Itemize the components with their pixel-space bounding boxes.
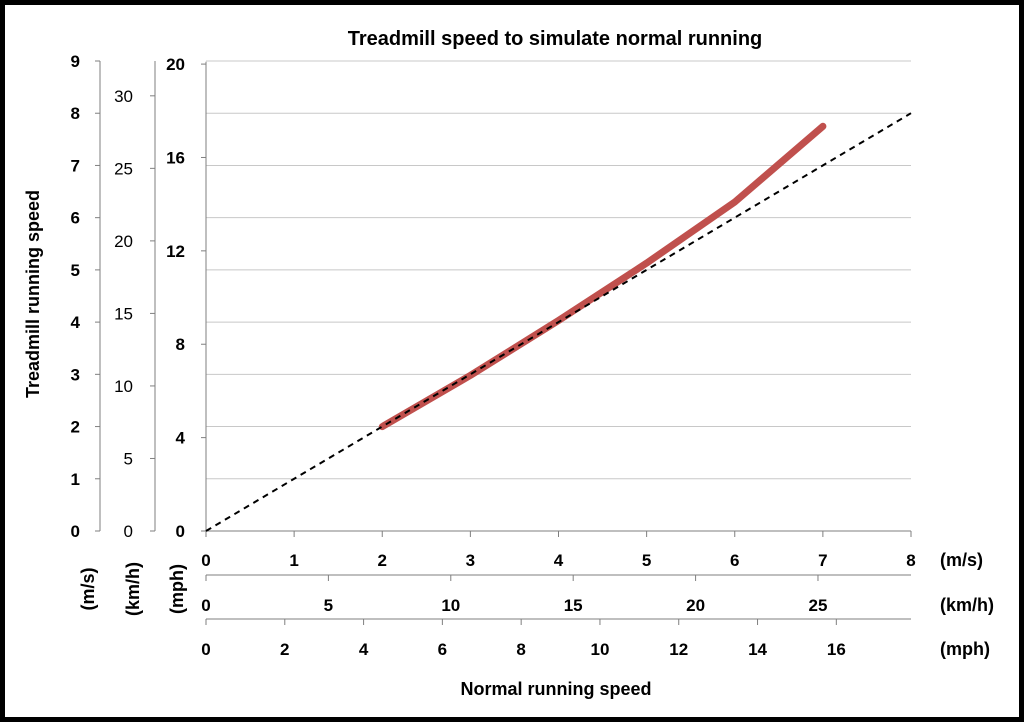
x-tick-label: 0 (201, 640, 210, 659)
x-tick-label: 16 (827, 640, 846, 659)
x-tick-label: 12 (669, 640, 688, 659)
x-tick-label: 0 (201, 596, 210, 615)
y-tick-label: 7 (71, 156, 80, 175)
y-tick-label: 30 (114, 87, 133, 106)
y-tick-label: 3 (71, 365, 80, 384)
x-tick-label: 5 (642, 551, 651, 570)
y-axis-unit: (mph) (167, 564, 187, 614)
x-tick-label: 7 (818, 551, 827, 570)
series-group (205, 112, 912, 532)
y-tick-label: 0 (124, 522, 133, 541)
y-tick-label: 1 (71, 470, 80, 489)
x-axis-unit: (km/h) (940, 595, 994, 615)
y-axis-unit: (m/s) (78, 567, 98, 610)
y-tick-label: 5 (124, 449, 133, 468)
chart: Treadmill speed to simulate normal runni… (23, 28, 994, 699)
y-tick-label: 8 (176, 335, 185, 354)
axes: 0123456789(m/s)051015202530(km/h)0481216… (71, 52, 994, 659)
chart-title: Treadmill speed to simulate normal runni… (348, 28, 763, 50)
y-tick-label: 8 (71, 104, 80, 123)
y-tick-label: 20 (166, 55, 185, 74)
y-tick-label: 0 (176, 522, 185, 541)
y-axis-unit: (km/h) (123, 562, 143, 616)
x-axis-unit: (m/s) (940, 550, 983, 570)
x-tick-label: 20 (686, 596, 705, 615)
y-tick-label: 10 (114, 377, 133, 396)
x-tick-label: 2 (280, 640, 289, 659)
y-tick-label: 0 (71, 522, 80, 541)
x-tick-label: 4 (359, 640, 369, 659)
y-tick-label: 4 (71, 313, 81, 332)
x-tick-label: 8 (906, 551, 915, 570)
x-tick-label: 3 (466, 551, 475, 570)
y-tick-label: 12 (166, 242, 185, 261)
y-tick-label: 9 (71, 52, 80, 71)
y-tick-label: 2 (71, 418, 80, 437)
chart-frame: Treadmill speed to simulate normal runni… (5, 5, 1019, 717)
y-tick-label: 25 (114, 159, 133, 178)
x-tick-label: 5 (324, 596, 333, 615)
y-tick-label: 15 (114, 304, 133, 323)
x-tick-label: 2 (378, 551, 387, 570)
x-axis-label: Normal running speed (460, 679, 651, 699)
x-tick-label: 10 (590, 640, 609, 659)
x-tick-label: 8 (516, 640, 525, 659)
x-tick-label: 6 (438, 640, 447, 659)
treadmill-speed-series (378, 122, 827, 431)
x-tick-label: 0 (201, 551, 210, 570)
y-tick-label: 5 (71, 261, 80, 280)
y-tick-label: 4 (176, 429, 186, 448)
x-tick-label: 15 (564, 596, 583, 615)
x-tick-label: 25 (809, 596, 828, 615)
x-tick-label: 10 (441, 596, 460, 615)
x-tick-label: 1 (289, 551, 298, 570)
y-tick-label: 20 (114, 232, 133, 251)
x-tick-label: 4 (554, 551, 564, 570)
gridlines (206, 60, 911, 480)
reference-line-series (205, 112, 912, 532)
x-axis-unit: (mph) (940, 639, 990, 659)
y-tick-label: 16 (166, 148, 185, 167)
y-tick-label: 6 (71, 209, 80, 228)
x-tick-label: 6 (730, 551, 739, 570)
x-tick-label: 14 (748, 640, 767, 659)
y-axis-label: Treadmill running speed (23, 190, 43, 398)
